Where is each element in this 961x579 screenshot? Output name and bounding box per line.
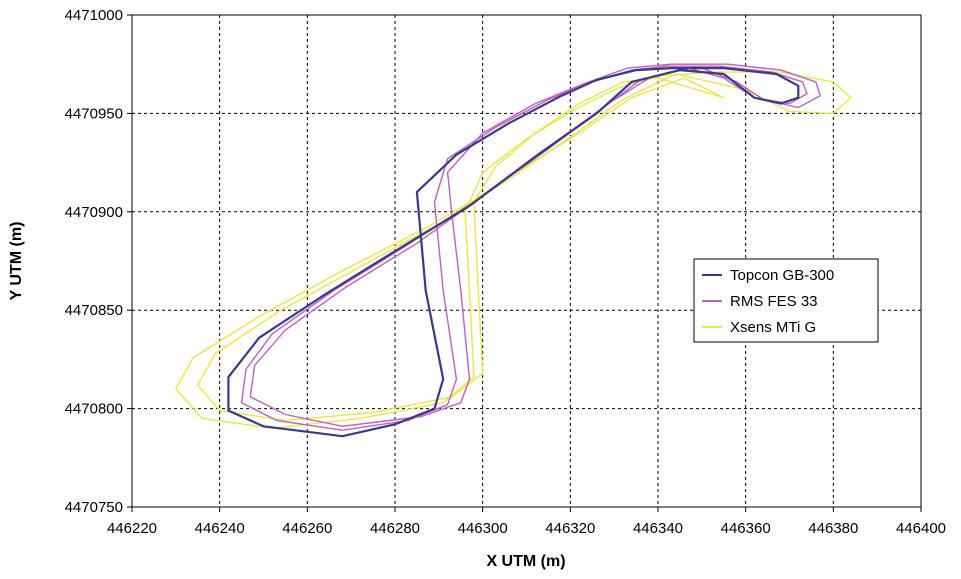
series-group	[175, 63, 852, 438]
legend: Topcon GB-300 RMS FES 33 Xsens MTi G	[693, 258, 879, 343]
x-tick-label: 446300	[458, 520, 508, 537]
y-tick-label: 4470950	[65, 105, 123, 122]
x-axis-title: X UTM (m)	[486, 553, 565, 570]
x-tick-label: 446280	[370, 520, 420, 537]
plot-area-border	[131, 14, 922, 508]
x-tick-label: 446380	[808, 520, 858, 537]
x-tick-label: 446360	[721, 520, 771, 537]
y-tick-label: 4470900	[65, 204, 123, 221]
series-line-topcon-gb-300	[227, 66, 800, 438]
legend-label: Xsens MTi G	[730, 319, 816, 336]
x-tick-label: 446320	[545, 520, 595, 537]
x-tick-label: 446220	[107, 520, 157, 537]
series-line-xsens-mti-g	[197, 77, 725, 422]
y-tick-label: 4470850	[65, 302, 123, 319]
y-tick-label: 4471000	[65, 7, 123, 24]
legend-box	[693, 258, 879, 343]
y-axis-title: Y UTM (m)	[8, 222, 25, 301]
y-tick-label: 4470750	[65, 499, 123, 516]
x-tick-label: 446340	[633, 520, 683, 537]
x-axis-ticks: 446220 446240 446260 446280 446300 446320 4463…	[107, 507, 946, 537]
x-tick-label: 446240	[195, 520, 245, 537]
x-tick-label: 446400	[896, 520, 946, 537]
y-axis-ticks: 4470750 4470800 4470850 4470900 4470950 44710…	[65, 7, 132, 516]
y-tick-label: 4470800	[65, 401, 123, 418]
x-tick-label: 446260	[282, 520, 332, 537]
legend-label: Topcon GB-300	[730, 267, 834, 284]
legend-label: RMS FES 33	[730, 293, 818, 310]
